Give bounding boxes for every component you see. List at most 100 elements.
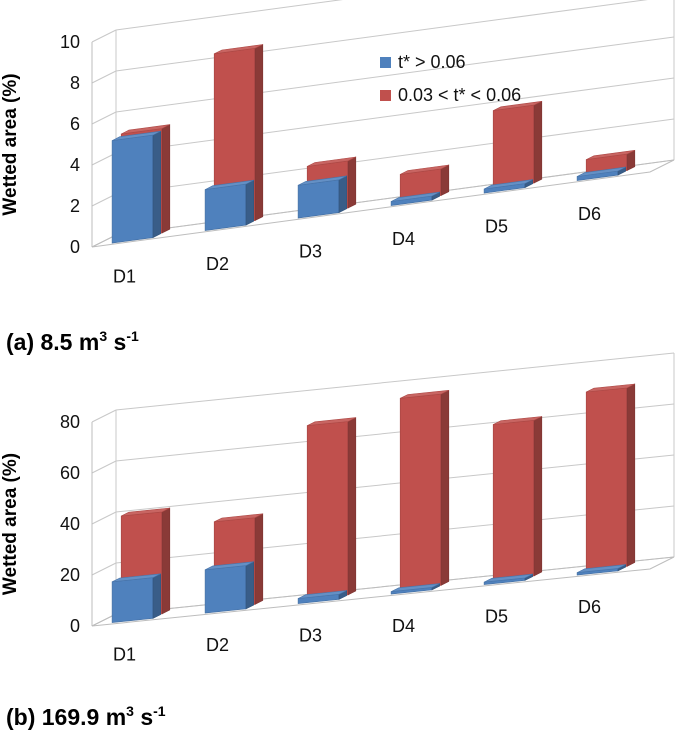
legend-entry: 0.03 < t* < 0.06 [398,85,521,105]
gridline-side [91,111,117,125]
bar-side [626,383,636,567]
floor [91,556,675,627]
gridline-side [91,29,117,43]
y-tick-label: 60 [60,463,80,483]
caption-a-mid: s [107,329,127,355]
chart-b: 0 20 40 60 80 Wetted area (%) D1 D2 D3 D4 D5 D6 [0,352,675,665]
bar-side [161,124,171,234]
bar-top [214,513,263,523]
bar-top [390,583,440,592]
x-tick-label: D4 [392,616,415,636]
caption-b-text: (b) 169.9 m [6,704,127,730]
bar [585,383,636,571]
bar-top [493,416,542,425]
legend-swatch [380,57,391,68]
bar-side [161,507,171,615]
gridline [115,352,675,411]
bar-top [576,166,626,177]
bar [483,179,534,194]
bar-side [533,100,543,184]
floor [91,159,675,248]
bar [297,590,348,604]
gridline [115,454,675,513]
bar-top [204,179,254,190]
x-tick-label: D2 [206,635,229,655]
y-tick-label: 10 [60,32,80,52]
bar [399,389,450,590]
bar-side [440,389,450,586]
bar-front [492,419,535,581]
y-tick-label: 2 [70,196,80,216]
bar-side [245,179,254,226]
bar-top [390,191,440,202]
bar-side [347,417,357,596]
bar-front [306,421,349,600]
bar [492,100,543,189]
bar-side [152,130,161,239]
bar-top [297,590,347,599]
chart-b-plot: 0 20 40 60 80 Wetted area (%) D1 D2 D3 D4 D5 D6 [0,352,675,665]
chart-a-plot: 0 2 4 6 8 10 Wetted area (%) D1 D2 D3 D4 D5 D6 t* > 0… [0,0,675,287]
bar [297,175,348,219]
bar-top [483,179,533,190]
y-tick-label: 0 [70,237,80,257]
gridline-side [91,409,117,423]
bar-side [440,164,450,196]
caption-b-sup2: -1 [153,703,166,719]
x-tick-label: D1 [113,267,136,287]
bar [483,573,534,585]
gridline [115,118,675,195]
bar-side [152,573,161,619]
x-tick-label: D5 [485,607,508,627]
gridline [115,505,675,564]
bar-front [492,104,535,189]
x-tick-label: D3 [299,626,322,646]
caption-b-sup1: 3 [126,703,134,719]
gridline-side [91,511,117,525]
bar-front [204,183,247,231]
bar-front [204,565,247,614]
bar-front [111,577,154,623]
bar [111,573,161,623]
bar-top [111,573,161,583]
x-tick-label: D3 [299,242,322,262]
bar-front [111,134,154,244]
bar [306,417,357,600]
bar-top [307,417,356,426]
gridline [115,36,675,113]
legend-entry: t* > 0.06 [398,52,466,72]
bar-front [585,387,628,571]
bar-front [297,179,340,219]
y-tick-label: 20 [60,565,80,585]
y-axis-title: Wetted area (%) [0,73,21,215]
y-tick-label: 6 [70,114,80,134]
legend-swatch [380,90,391,101]
bar [399,164,450,202]
bar-top [204,561,254,571]
bar [576,166,627,181]
bar-top [307,156,356,167]
bar-top [121,124,170,135]
legend: t* > 0.06 0.03 < t* < 0.06 [380,52,521,105]
gridline-side [91,70,117,84]
gridline [115,0,343,31]
bar-side [338,175,348,214]
x-tick-label: D4 [392,229,415,249]
bar-top [121,507,170,517]
bar-side [254,44,264,221]
bar-top [493,101,542,111]
bar-top [400,164,449,175]
gridline-side [91,460,117,474]
bar [492,416,543,581]
bar-side [254,513,264,605]
y-tick-label: 4 [70,155,80,175]
bar [204,561,254,614]
bar-top [111,130,161,141]
bar-top [483,573,533,583]
caption-a-sup1: 3 [99,328,108,344]
bar [390,191,441,206]
bar-top [576,564,626,573]
bar-top [586,150,635,160]
caption-a-sup2: -1 [126,328,139,344]
